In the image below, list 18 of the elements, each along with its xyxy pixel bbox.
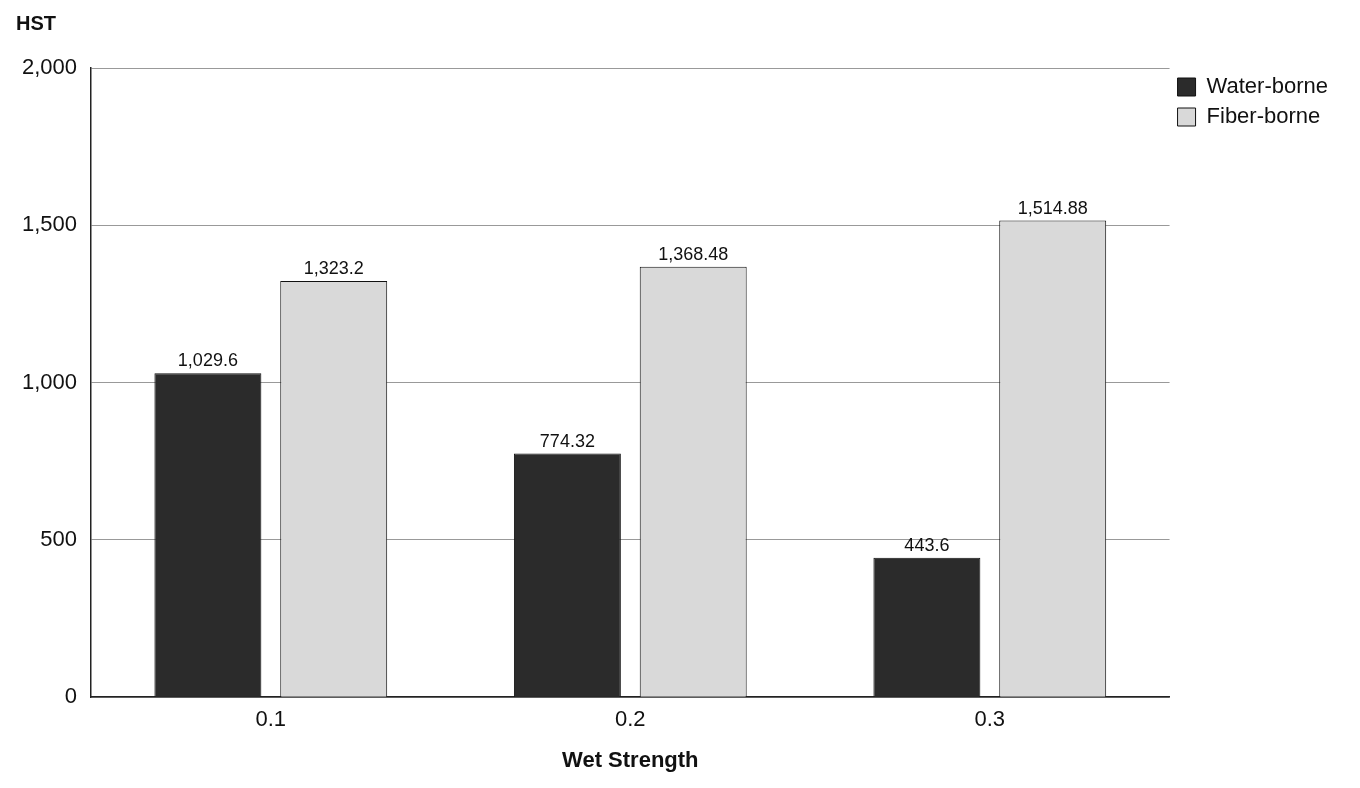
- x-axis-title: Wet Strength: [562, 746, 699, 772]
- x-tick-label: 0.3: [974, 706, 1006, 732]
- data-label: 1,514.88: [1017, 197, 1088, 218]
- data-label: 443.6: [904, 534, 950, 555]
- data-label: 1,368.48: [658, 243, 729, 264]
- legend-label: Water-borne: [1206, 73, 1328, 99]
- data-label: 1,323.2: [303, 257, 364, 278]
- y-tick-label: 2,000: [21, 54, 78, 80]
- x-tick-label: 0.1: [255, 706, 287, 732]
- x-tick-label: 0.2: [615, 706, 646, 732]
- y-tick-label: 1,000: [21, 368, 78, 394]
- y-tick-label: 0: [64, 683, 78, 709]
- data-label: 1,029.6: [177, 350, 238, 371]
- y-tick-label: 500: [40, 525, 78, 551]
- data-label: 774.32: [539, 430, 595, 451]
- legend-label: Fiber-borne: [1206, 103, 1321, 129]
- y-tick-label: 1,500: [21, 211, 78, 237]
- y-axis-title: HST: [16, 11, 56, 34]
